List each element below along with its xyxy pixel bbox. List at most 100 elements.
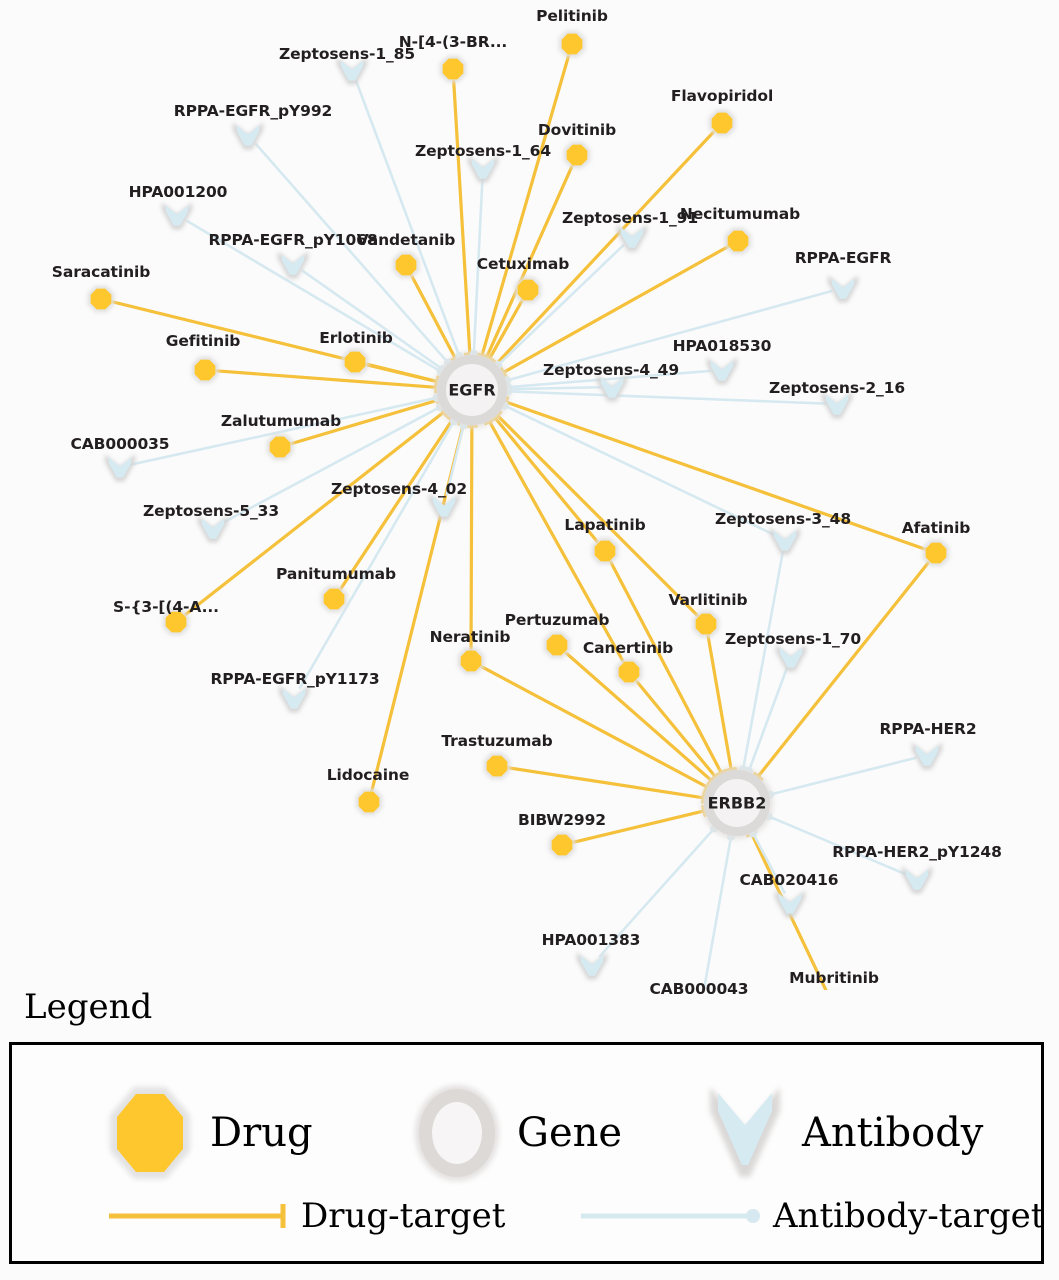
antibody-glyph: [236, 125, 260, 146]
drug-octagon: [546, 634, 568, 656]
antibody-node[interactable]: [706, 357, 738, 385]
drug-node[interactable]: [708, 109, 736, 137]
antibody-node[interactable]: [911, 742, 943, 770]
drug-node[interactable]: [191, 356, 219, 384]
drug-node[interactable]: [341, 348, 369, 376]
antibody-node[interactable]: [277, 251, 309, 279]
drug-target-edge: [288, 398, 440, 446]
drug-node[interactable]: [692, 610, 720, 638]
drug-target-edge: [452, 78, 472, 356]
drug-octagon: [442, 58, 464, 80]
drug-node[interactable]: [591, 537, 619, 565]
antibody-target-edge: [506, 369, 712, 389]
drug-node[interactable]: [266, 433, 294, 461]
drug-node[interactable]: [392, 251, 420, 279]
antibody-node[interactable]: [104, 454, 136, 482]
antibody-node[interactable]: [467, 155, 499, 183]
legend-item-antibody-target: Antibody-target: [577, 1196, 1044, 1236]
antibody-glyph: [165, 205, 189, 226]
drug-target-edge: [495, 413, 700, 618]
drug-target-edge: [409, 273, 457, 360]
antibody-glyph: [282, 688, 306, 709]
antibody-target-edge: [301, 269, 444, 371]
drug-node[interactable]: [724, 227, 752, 255]
antibody-node[interactable]: [769, 527, 801, 555]
drug-node[interactable]: [563, 141, 591, 169]
antibody-target-edge: [186, 219, 443, 373]
antibody-node[interactable]: [232, 122, 264, 150]
gene-center: [446, 364, 498, 416]
antibody-node[interactable]: [774, 890, 806, 918]
drug-node[interactable]: [922, 539, 950, 567]
antibody-glyph: [710, 360, 734, 381]
drug-target-edge: [506, 766, 705, 800]
drug-target-edge: [608, 559, 723, 775]
antibody-target-edge: [222, 405, 442, 524]
legend-label-antibody-target: Antibody-target: [773, 1196, 1045, 1236]
drug-octagon: [925, 542, 947, 564]
drug-node[interactable]: [514, 276, 542, 304]
drug-octagon: [566, 144, 588, 166]
antibody-target-edge: [741, 550, 785, 771]
antibody-target-edge: [298, 419, 456, 689]
antibody-target-edge: [496, 243, 625, 367]
gene-icon: [415, 1085, 499, 1181]
antibody-target-edge: [354, 79, 461, 358]
drug-octagon: [561, 33, 583, 55]
antibody-target-edge: [506, 385, 602, 391]
drug-node[interactable]: [87, 285, 115, 313]
drug-node[interactable]: [355, 788, 383, 816]
antibody-node[interactable]: [336, 57, 368, 85]
antibody-node[interactable]: [161, 202, 193, 230]
legend-item-drug: Drug: [104, 1081, 313, 1185]
antibody-node[interactable]: [775, 644, 807, 672]
drug-octagon: [727, 230, 749, 252]
antibody-glyph: [905, 869, 929, 890]
antibody-icon: [710, 1087, 780, 1177]
drug-octagon: [344, 351, 366, 373]
network-canvas[interactable]: Zeptosens-1_85 RPPA-EGFR_pY992 Zeptosens-1…: [0, 0, 1059, 998]
drug-node[interactable]: [558, 30, 586, 58]
antibody-glyph: [201, 518, 225, 539]
drug-node[interactable]: [439, 55, 467, 83]
drug-node[interactable]: [615, 658, 643, 686]
drug-node[interactable]: [320, 585, 348, 613]
legend-item-antibody: Antibody: [702, 1081, 983, 1185]
network-graph-svg[interactable]: [0, 0, 1059, 990]
drug-octagon: [358, 791, 380, 813]
antibody-glyph: [779, 647, 803, 668]
antibody-node[interactable]: [827, 275, 859, 303]
antibody-node[interactable]: [278, 685, 310, 713]
antibody-target-edge: [506, 390, 827, 405]
antibody-node[interactable]: [821, 391, 853, 419]
drug-node[interactable]: [543, 631, 571, 659]
edges-layer: [110, 52, 931, 990]
gene-node[interactable]: [701, 767, 773, 839]
drug-target-edge: [706, 633, 733, 772]
antibody-node[interactable]: [197, 515, 229, 543]
drug-node[interactable]: [457, 647, 485, 675]
drug-node[interactable]: [162, 608, 190, 636]
drug-octagon: [551, 834, 573, 856]
antibody-node[interactable]: [428, 493, 460, 521]
antibody-node[interactable]: [596, 374, 628, 402]
drug-target-edge: [487, 297, 525, 361]
drug-node[interactable]: [548, 831, 576, 859]
drug-octagon: [323, 588, 345, 610]
antibody-glyph: [281, 254, 305, 275]
antibody-target-edge: [767, 814, 908, 876]
antibody-node[interactable]: [616, 224, 648, 252]
drug-node[interactable]: [483, 752, 511, 780]
antibody-node[interactable]: [901, 866, 933, 894]
drug-target-edge: [487, 419, 626, 664]
antibody-target-edge: [751, 831, 786, 894]
antibody-glyph: [773, 530, 797, 551]
drug-octagon: [460, 650, 482, 672]
gene-node[interactable]: [434, 352, 510, 428]
gene-label: ERBB2: [707, 793, 767, 813]
antibody-glyph: [915, 745, 939, 766]
drug-octagon: [90, 288, 112, 310]
antibody-node[interactable]: [576, 952, 608, 980]
drug-target-edge: [563, 650, 714, 783]
